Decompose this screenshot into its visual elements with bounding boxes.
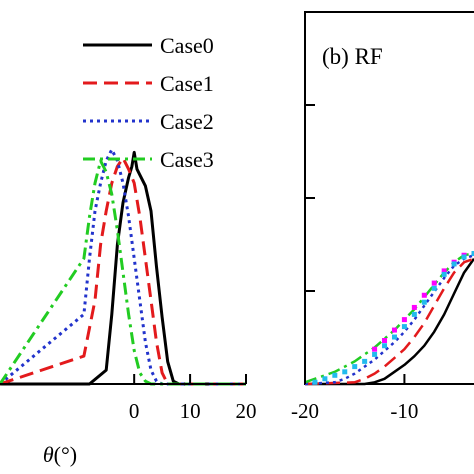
panel-b-series-4-marker xyxy=(401,317,407,323)
panel-a-x-tick-label: 10 xyxy=(180,399,201,423)
panel-b-series-4-marker xyxy=(391,327,397,333)
panel-b-ticks: -20 -10 xyxy=(291,104,418,423)
panel-b-series-group xyxy=(304,251,474,386)
panel-b-title: (b) RF xyxy=(322,44,383,69)
panel-b-series-5-marker xyxy=(461,254,467,260)
panel-b-series-5-marker xyxy=(401,324,407,330)
xlabel-unit: (°) xyxy=(54,442,77,467)
panel-b-series-4-marker xyxy=(382,338,388,343)
panel-a-legend: Case0 Case1 Case2 Case3 xyxy=(83,33,214,172)
xlabel-symbol: θ xyxy=(43,442,54,467)
panel-b-series-4-marker xyxy=(411,304,417,310)
panel-a: 0 10 20 Case0 Case1 Case2 Case3 θ(°) xyxy=(0,33,257,467)
panel-b-series-0-line xyxy=(305,257,474,386)
panel-b-series-5-marker xyxy=(431,285,437,291)
panel-b-series-5-marker xyxy=(342,369,348,375)
panel-a-x-tick-label: 20 xyxy=(236,399,257,423)
legend-label-case0: Case0 xyxy=(160,33,214,58)
panel-b-series-5-marker xyxy=(451,261,457,267)
legend-label-case1: Case1 xyxy=(160,71,214,96)
legend-label-case3: Case3 xyxy=(160,147,214,172)
panel-a-x-tick-label: 0 xyxy=(129,399,140,423)
panel-b-series-5-marker xyxy=(382,343,388,349)
panel-b-series-5-marker xyxy=(421,299,427,305)
panel-b-series-5-marker xyxy=(332,372,338,378)
panel-b-series-4-marker xyxy=(372,346,378,352)
panel-a-series-group xyxy=(0,148,246,386)
panel-b-series-5-marker xyxy=(372,351,378,357)
panel-a-legend-entries: Case0 Case1 Case2 Case3 xyxy=(83,33,214,172)
panel-b-series-5-marker xyxy=(441,271,447,277)
panel-b-series-4-marker xyxy=(431,280,437,286)
panel-a-xlabel: θ(°) xyxy=(43,442,77,467)
panel-b-series-5-marker xyxy=(312,379,318,385)
panel-b-series-1-line xyxy=(304,257,474,386)
panel-b-series-5-marker xyxy=(471,251,474,256)
panel-b-series-5-marker xyxy=(391,334,397,340)
panel-b: -20 -10 (b) RF xyxy=(291,11,474,423)
panel-a-series-case1-line xyxy=(0,156,246,386)
panel-b-x-tick-label: -10 xyxy=(390,399,418,423)
panel-a-series-case0-line xyxy=(0,150,246,386)
legend-label-case2: Case2 xyxy=(160,109,214,134)
panel-a-series-case3-line xyxy=(0,159,246,386)
panel-b-series-5-marker xyxy=(352,364,358,370)
panel-b-series-4-marker xyxy=(421,292,427,298)
panel-b-series-4-marker xyxy=(441,268,447,274)
panel-b-series-2-line xyxy=(304,254,474,386)
panel-a-series-case2-line xyxy=(0,148,246,386)
panel-a-ticks: 0 10 20 xyxy=(129,374,257,423)
panel-b-x-tick-label: -20 xyxy=(291,399,319,423)
panel-b-series-5-marker xyxy=(322,376,328,382)
panel-b-series-5-marker xyxy=(362,358,368,364)
panel-b-series-5-marker xyxy=(411,311,417,317)
